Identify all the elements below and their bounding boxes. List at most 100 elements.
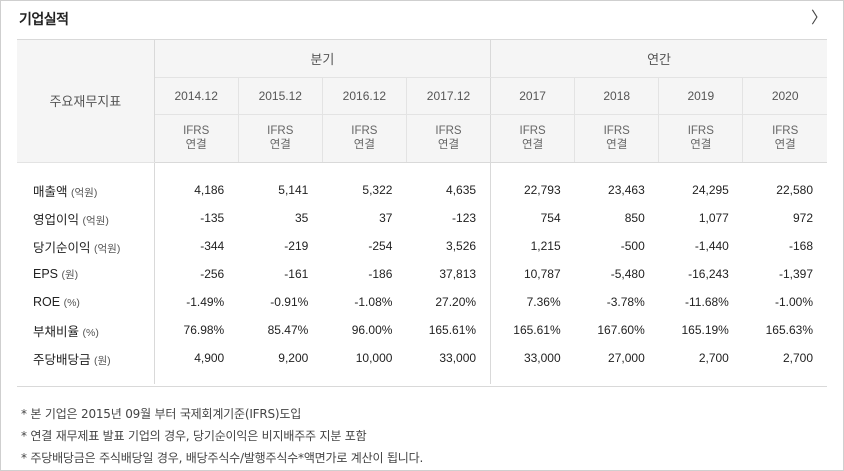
value-cell: -1.00%: [774, 295, 813, 309]
metric-name: 부채비율: [33, 324, 80, 339]
value-cell: 7.36%: [526, 295, 561, 309]
value-cell: -256: [200, 267, 225, 281]
value-cell: 33,000: [523, 351, 561, 365]
basis-header: IFRS 연결: [742, 114, 827, 163]
period-header: 2020: [742, 77, 827, 115]
period-header: 2017.12: [406, 77, 492, 115]
row-label: EPS (원): [17, 260, 155, 288]
period-header: 2016.12: [322, 77, 407, 115]
value-cell: 10,000: [355, 351, 393, 365]
panel-header: 기업실적 〉: [1, 1, 843, 37]
basis-scope: 연결: [690, 139, 712, 151]
value-cell: 76.98%: [183, 323, 225, 337]
value-cell: -3.78%: [606, 295, 645, 309]
value-cell: -1.08%: [354, 295, 393, 309]
footnote: * 주당배당금은 주식배당일 경우, 배당주식수/발행주식수*액면가로 계산이 …: [21, 451, 424, 465]
value-cell: 167.60%: [597, 323, 645, 337]
metric-unit: (원): [61, 268, 79, 281]
footnotes: * 본 기업은 2015년 09월 부터 국제회계기준(IFRS)도입 * 연결…: [21, 403, 821, 469]
table-row: 영업이익 (억원) -135 35 37 -123 754 850 1,077 972: [17, 204, 827, 232]
value-cell: -168: [788, 239, 813, 253]
table-row: 매출액 (억원) 4,186 5,141 5,322 4,635 22,793 23,463…: [17, 162, 827, 204]
panel-title: 기업실적: [19, 12, 69, 28]
value-cell: -186: [368, 267, 393, 281]
value-cell: 37,813: [406, 260, 492, 288]
value-cell: 1,215: [530, 239, 561, 253]
basis-header: IFRS 연결: [574, 114, 660, 163]
basis-scope: 연결: [269, 139, 291, 151]
row-label: 당기순이익 (억원): [17, 232, 155, 260]
basis-header: IFRS 연결: [154, 114, 239, 163]
metric-name: 주당배당금: [33, 352, 91, 367]
basis-scope: 연결: [522, 139, 544, 151]
group-header-quarterly: 분기: [154, 40, 492, 78]
value-cell: 24,295: [692, 183, 729, 198]
value-cell: 3,526: [406, 232, 492, 260]
basis-standard: IFRS: [183, 125, 210, 137]
footnote: * 연결 재무제표 발표 기업의 경우, 당기순이익은 비지배주주 지분 포함: [21, 429, 367, 443]
value-cell: 165.19%: [681, 323, 729, 337]
financial-table-wrapper: 주요재무지표 분기 연간 2014.12 2015.12 2016.12 2017.1…: [17, 39, 827, 387]
value-cell: 165.61%: [513, 323, 561, 337]
value-cell: 9,200: [278, 351, 309, 365]
value-cell: 972: [792, 211, 813, 225]
table-row: EPS (원) -256 -161 -186 37,813 10,787 -5,480 -16…: [17, 260, 827, 288]
value-cell: -5,480: [610, 267, 645, 281]
row-label: 매출액 (억원): [17, 162, 155, 204]
metric-unit: (%): [63, 297, 80, 309]
basis-standard: IFRS: [772, 125, 799, 137]
metric-unit: (원): [94, 354, 111, 367]
metric-name: 당기순이익: [33, 240, 91, 255]
table-row: 당기순이익 (억원) -344 -219 -254 3,526 1,215 -500 -1,4…: [17, 232, 827, 260]
metric-name: 매출액: [33, 184, 68, 199]
basis-header: IFRS 연결: [238, 114, 323, 163]
basis-header: IFRS 연결: [490, 114, 576, 163]
basis-standard: IFRS: [267, 125, 294, 137]
footnote: * 본 기업은 2015년 09월 부터 국제회계기준(IFRS)도입: [21, 407, 302, 421]
metric-name: ROE: [33, 295, 61, 309]
value-cell: 35: [294, 211, 309, 225]
basis-standard: IFRS: [519, 125, 546, 137]
value-cell: 22,580: [776, 183, 813, 198]
financial-table: 주요재무지표 분기 연간 2014.12 2015.12 2016.12 2017.1…: [17, 40, 827, 384]
metric-name: EPS: [33, 266, 59, 281]
value-cell: -219: [284, 239, 309, 253]
group-header-annual: 연간: [490, 40, 827, 78]
value-cell: 5,322: [362, 183, 393, 198]
value-cell: 96.00%: [351, 323, 393, 337]
value-cell: 165.63%: [765, 323, 813, 337]
value-cell: 754: [540, 211, 561, 225]
row-label: 주당배당금 (원): [17, 344, 155, 384]
value-cell: -11.68%: [685, 295, 729, 309]
row-label: 부채비율 (%): [17, 316, 155, 344]
basis-scope: 연결: [185, 139, 207, 151]
chevron-right-icon[interactable]: 〉: [810, 8, 827, 27]
value-cell: -254: [368, 239, 393, 253]
value-cell: 33,000: [406, 344, 492, 384]
metric-unit: (억원): [82, 214, 109, 227]
value-cell: -1,397: [778, 267, 813, 281]
table-row: 주당배당금 (원) 4,900 9,200 10,000 33,000 33,000 27,…: [17, 344, 827, 384]
basis-standard: IFRS: [435, 125, 462, 137]
row-label: ROE (%): [17, 288, 155, 316]
value-cell: 2,700: [782, 351, 813, 365]
value-cell: -344: [200, 239, 225, 253]
value-cell: -1,440: [694, 239, 729, 253]
table-row: 부채비율 (%) 76.98% 85.47% 96.00% 165.61% 165.61%…: [17, 316, 827, 344]
value-cell: -123: [406, 204, 492, 232]
basis-standard: IFRS: [351, 125, 378, 137]
value-cell: 2,700: [698, 351, 729, 365]
basis-header: IFRS 연결: [658, 114, 744, 163]
metric-unit: (%): [82, 326, 99, 339]
period-header: 2018: [574, 77, 660, 115]
value-cell: 5,141: [278, 183, 309, 198]
value-cell: 22,793: [523, 183, 561, 198]
basis-standard: IFRS: [603, 125, 630, 137]
value-cell: -0.91%: [270, 295, 309, 309]
value-cell: 850: [624, 211, 645, 225]
row-label: 영업이익 (억원): [17, 204, 155, 232]
table-row: ROE (%) -1.49% -0.91% -1.08% 27.20% 7.36% -3.7…: [17, 288, 827, 316]
basis-scope: 연결: [437, 139, 460, 151]
corner-header: 주요재무지표: [17, 40, 155, 163]
value-cell: 27.20%: [406, 288, 492, 316]
